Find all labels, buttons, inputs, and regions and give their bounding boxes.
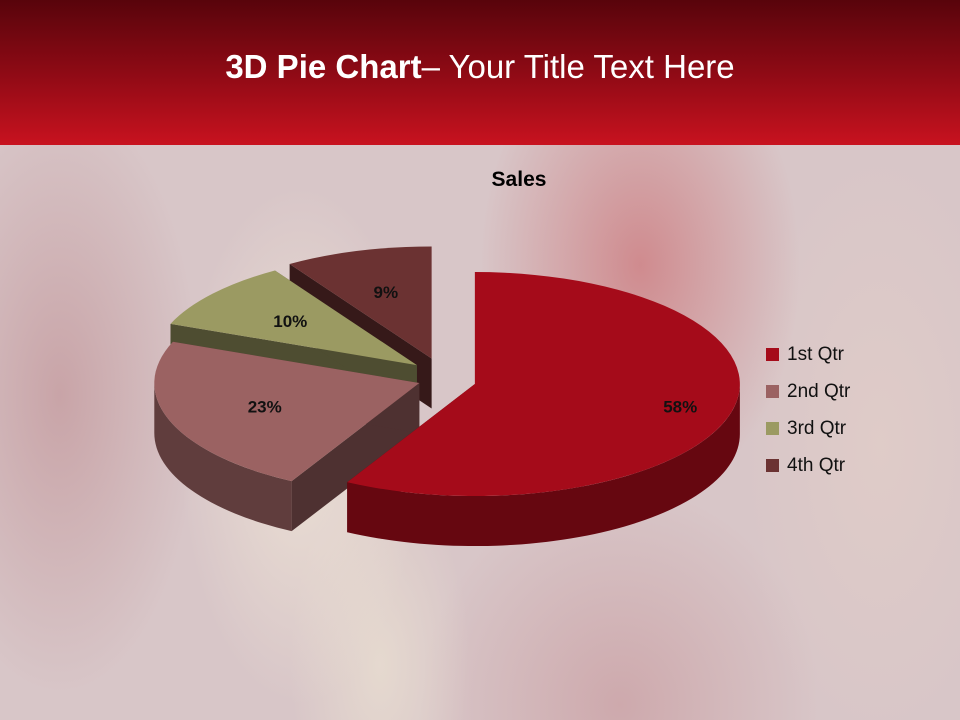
data-label: 9% — [374, 283, 399, 302]
data-label: 58% — [663, 397, 697, 416]
legend-item: 3rd Qtr — [766, 410, 850, 447]
legend-label: 1st Qtr — [787, 343, 845, 365]
slide-title-rest: – Your Title Text Here — [421, 48, 735, 85]
title-bar — [0, 0, 960, 145]
pie-slice-side — [154, 383, 292, 532]
legend-label: 3rd Qtr — [787, 417, 847, 439]
data-label: 10% — [273, 312, 307, 331]
legend-item: 4th Qtr — [766, 447, 850, 484]
data-label: 23% — [248, 398, 282, 417]
chart-title: Sales — [491, 168, 547, 191]
legend-label: 4th Qtr — [787, 454, 846, 476]
pie-slice — [154, 341, 420, 482]
pie-slice — [170, 270, 417, 366]
legend-swatch — [766, 422, 779, 435]
pie-slice — [347, 272, 740, 497]
pie-slice — [289, 246, 432, 359]
legend-swatch — [766, 459, 779, 472]
legend-item: 1st Qtr — [766, 336, 850, 373]
slide-title-bold: 3D Pie Chart — [225, 48, 422, 85]
legend: 1st Qtr 2nd Qtr 3rd Qtr 4th Qtr — [766, 336, 850, 484]
legend-swatch — [766, 385, 779, 398]
legend-swatch — [766, 348, 779, 361]
slide-title: 3D Pie Chart– Your Title Text Here — [0, 48, 960, 86]
legend-item: 2nd Qtr — [766, 373, 850, 410]
pie-slice-side — [347, 384, 740, 547]
legend-label: 2nd Qtr — [787, 380, 851, 402]
